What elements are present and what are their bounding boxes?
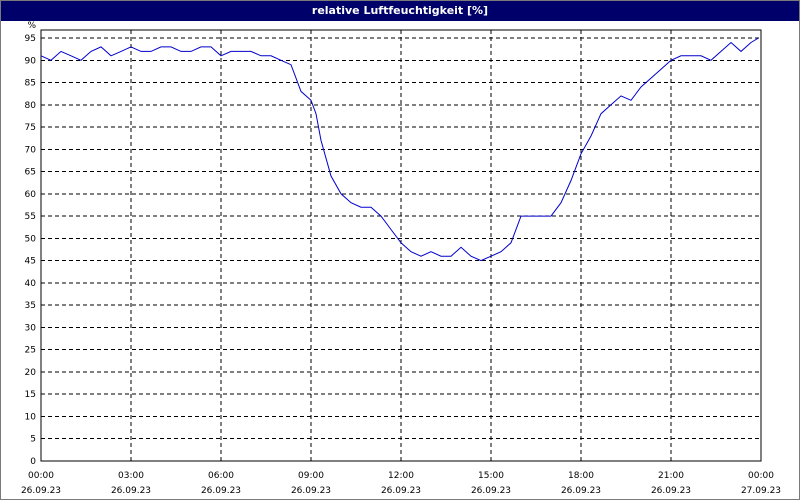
x-tick-date: 26.09.23 (111, 486, 151, 496)
x-tick-date: 26.09.23 (201, 486, 241, 496)
y-unit-label: % (27, 21, 36, 31)
y-tick-label: 35 (25, 301, 36, 311)
grid (41, 30, 761, 461)
y-tick-label: 75 (25, 123, 36, 133)
plot-area (40, 29, 762, 462)
y-tick-label: 25 (25, 346, 36, 356)
x-tick-time: 15:00 (478, 471, 504, 481)
y-tick-label: 60 (25, 190, 37, 200)
x-tick-date: 26.09.23 (21, 486, 61, 496)
x-tick-date: 26.09.23 (651, 486, 691, 496)
x-tick-time: 12:00 (388, 471, 414, 481)
plot-border (40, 29, 762, 462)
y-tick-label: 55 (25, 212, 36, 222)
y-tick-label: 50 (25, 234, 37, 244)
x-tick-time: 00:00 (748, 471, 774, 481)
x-tick-date: 26.09.23 (291, 486, 331, 496)
y-tick-label: 90 (25, 56, 37, 66)
chart-title: relative Luftfeuchtigkeit [%] (1, 1, 799, 21)
y-tick-label: 20 (25, 368, 37, 378)
x-tick-time: 03:00 (118, 471, 144, 481)
x-tick-date: 26.09.23 (471, 486, 511, 496)
y-tick-label: 0 (30, 457, 36, 467)
y-axis-ticks: 0 5 10 15 20 25 30 35 40 45 50 55 60 65 70 75 80 85 90 95% (25, 21, 37, 467)
series (40, 37, 759, 262)
y-tick-label: 65 (25, 168, 36, 178)
x-tick-time: 18:00 (568, 471, 594, 481)
x-tick-time: 00:00 (28, 471, 54, 481)
x-tick-date: 26.09.23 (561, 486, 601, 496)
x-tick-time: 09:00 (298, 471, 324, 481)
y-tick-label: 10 (25, 412, 37, 422)
x-tick-date: 26.09.23 (381, 486, 421, 496)
y-tick-label: 95 (25, 34, 36, 44)
y-tick-label: 15 (25, 390, 36, 400)
y-tick-label: 45 (25, 257, 36, 267)
x-tick-date: 27.09.23 (741, 486, 781, 496)
y-tick-label: 30 (25, 323, 37, 333)
y-tick-label: 70 (25, 145, 37, 155)
x-axis-ticks: 00:00 26.09.23 03:00 26.09.23 06:00 26.09.23 0… (21, 471, 781, 496)
y-tick-label: 5 (30, 435, 36, 445)
x-tick-time: 21:00 (658, 471, 684, 481)
y-tick-label: 80 (25, 101, 37, 111)
x-tick-time: 06:00 (208, 471, 234, 481)
humidity-series-line (40, 37, 759, 262)
y-tick-label: 40 (25, 279, 37, 289)
y-tick-label: 85 (25, 79, 36, 89)
